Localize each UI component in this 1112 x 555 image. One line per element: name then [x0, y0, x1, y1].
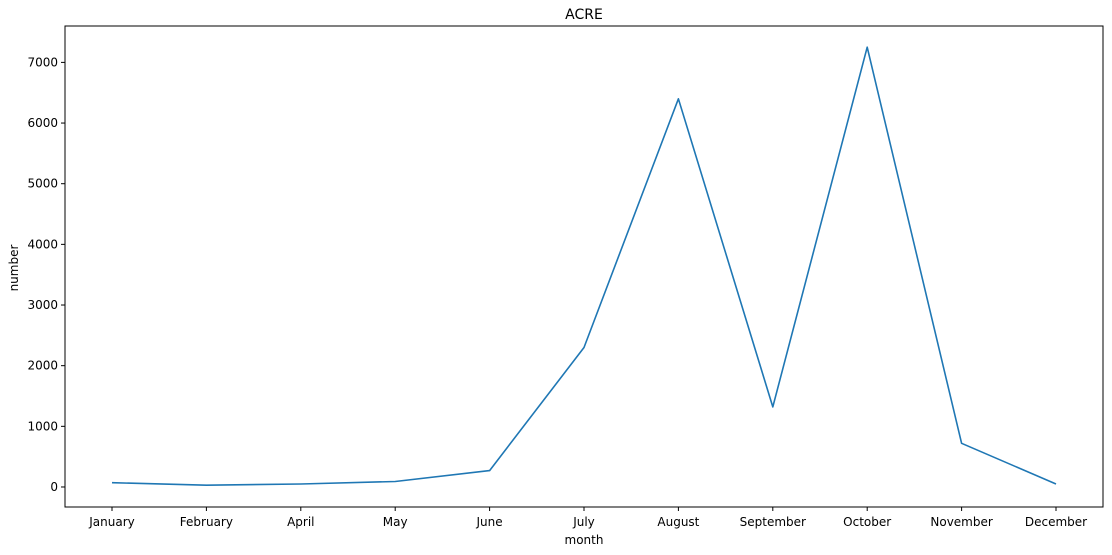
x-tick-label: June [476, 515, 503, 529]
x-axis: January February April May June July August Sep… [88, 507, 1087, 529]
x-tick-label: May [383, 515, 408, 529]
y-tick-label: 1000 [27, 419, 58, 433]
x-tick-label: September [740, 515, 806, 529]
series-line [111, 46, 1057, 486]
y-axis-label: number [7, 245, 21, 292]
x-tick-label: July [572, 515, 595, 529]
x-tick-label: August [657, 515, 699, 529]
chart-title: ACRE [565, 7, 603, 23]
y-tick-label: 0 [50, 480, 58, 494]
x-tick-label: December [1025, 515, 1087, 529]
x-tick-label: February [180, 515, 233, 529]
y-axis: 0 1000 2000 3000 4000 5000 6000 7000 [27, 55, 65, 494]
x-tick-label: January [88, 515, 135, 529]
y-tick-label: 7000 [27, 55, 58, 69]
x-tick-label: October [843, 515, 891, 529]
plot-area [64, 25, 1104, 508]
x-tick-label: November [930, 515, 992, 529]
y-tick-label: 4000 [27, 237, 58, 251]
y-tick-label: 3000 [27, 298, 58, 312]
x-axis-label: month [565, 533, 604, 547]
x-tick-label: April [287, 515, 314, 529]
y-tick-label: 2000 [27, 359, 58, 373]
y-tick-label: 6000 [27, 116, 58, 130]
y-tick-label: 5000 [27, 177, 58, 191]
